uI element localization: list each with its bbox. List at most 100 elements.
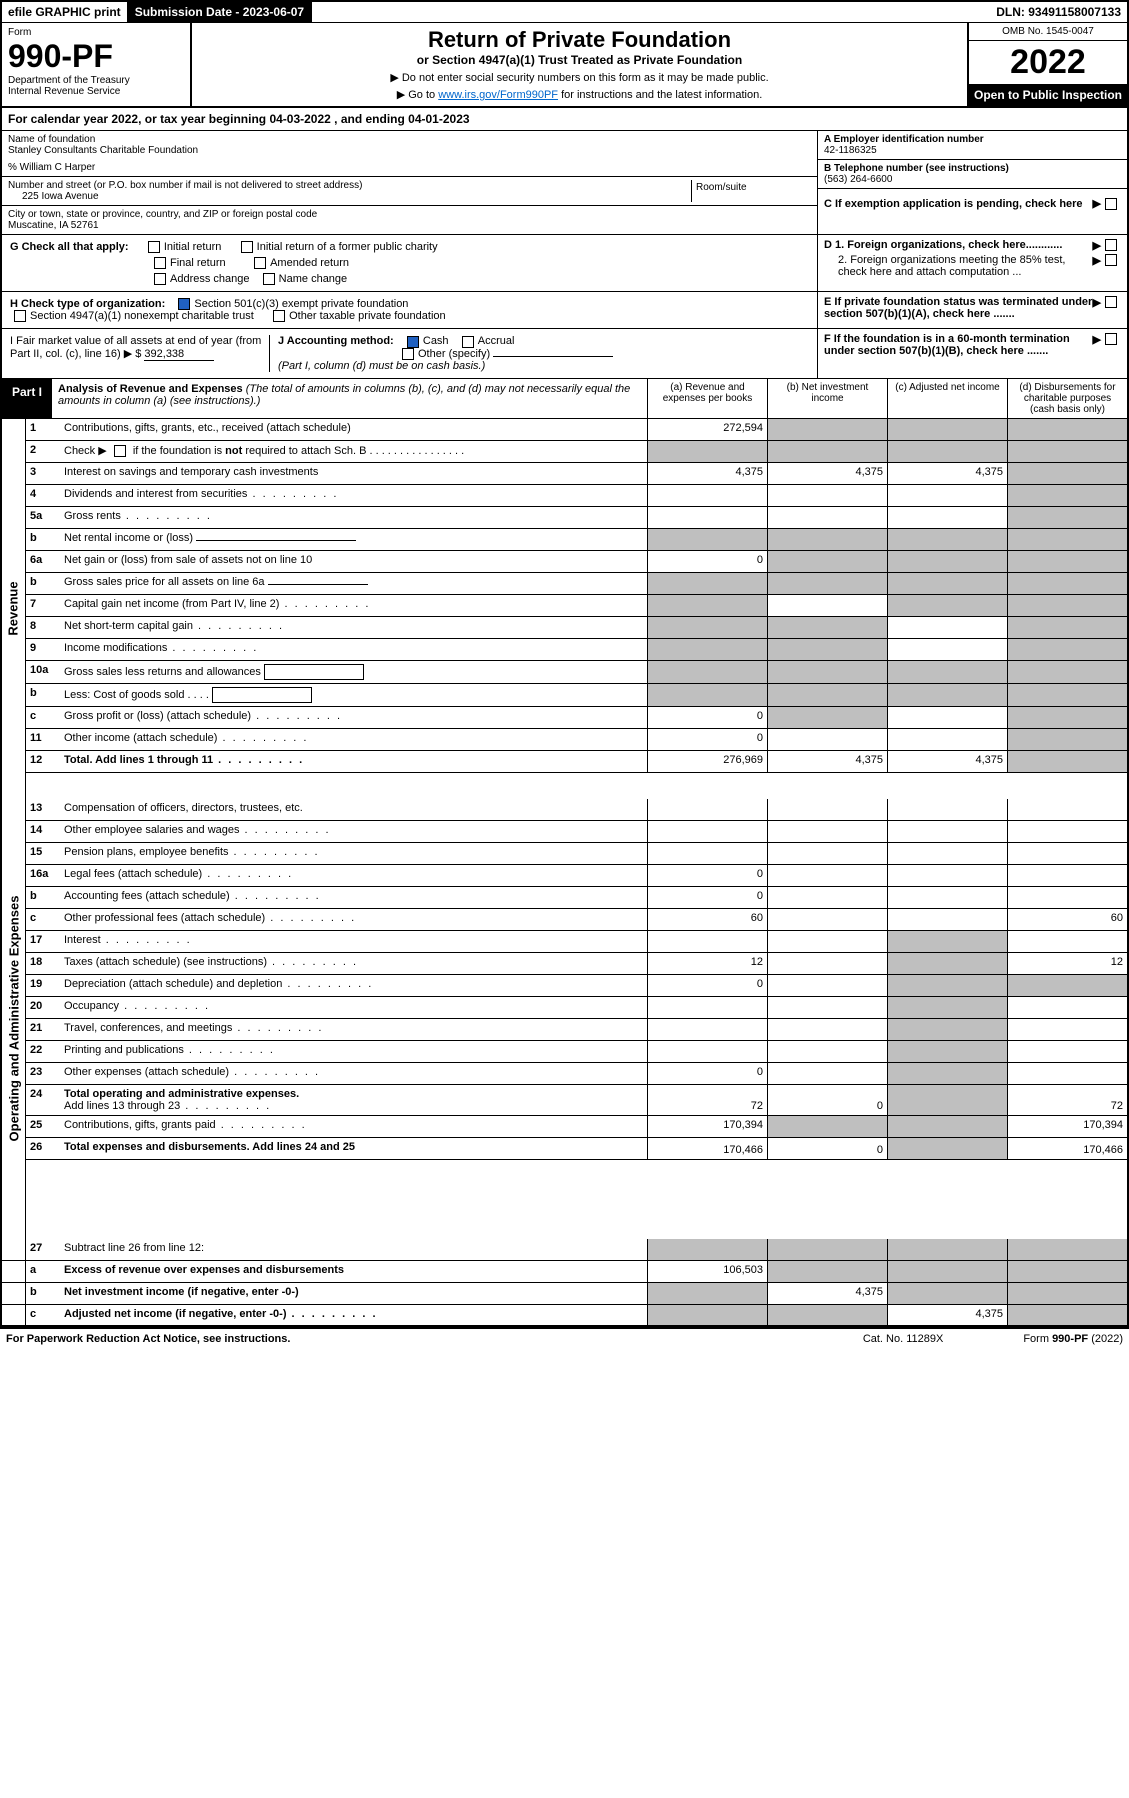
f-checkbox[interactable] [1105, 333, 1117, 345]
i-label: I Fair market value of all assets at end… [10, 335, 261, 360]
cell-b [767, 529, 887, 550]
cell-c [887, 485, 1007, 506]
j-note: (Part I, column (d) must be on cash basi… [278, 360, 809, 372]
e: E If private foundation status was termi… [824, 296, 1093, 320]
line-13: 13Compensation of officers, directors, t… [26, 799, 1127, 821]
cell-d [1007, 751, 1127, 772]
d2-checkbox[interactable] [1105, 254, 1117, 266]
cell-a [647, 507, 767, 528]
form990pf-link[interactable]: www.irs.gov/Form990PF [438, 89, 558, 101]
h2-checkbox[interactable] [14, 310, 26, 322]
g6: Name change [279, 273, 348, 285]
h2: Section 4947(a)(1) nonexempt charitable … [30, 310, 254, 322]
d1-checkbox[interactable] [1105, 239, 1117, 251]
cell-d [1007, 1041, 1127, 1062]
header: Form 990-PF Department of the Treasury I… [2, 23, 1127, 108]
g3-checkbox[interactable] [154, 257, 166, 269]
cell-d [1007, 485, 1127, 506]
j-line1: J Accounting method: Cash Accrual [278, 335, 809, 347]
city-block: City or town, state or province, country… [2, 206, 817, 234]
col-d: (d) Disbursements for charitable purpose… [1007, 379, 1127, 418]
l5b-field[interactable] [196, 540, 356, 541]
e-checkbox[interactable] [1105, 296, 1117, 308]
cell-d [1007, 799, 1127, 820]
desc: Other expenses (attach schedule) [60, 1063, 647, 1084]
revenue-lines: 1Contributions, gifts, grants, etc., rec… [26, 419, 1127, 799]
d2-row: 2. Foreign organizations meeting the 85%… [824, 254, 1121, 278]
h1: Section 501(c)(3) exempt private foundat… [194, 298, 408, 310]
g2-checkbox[interactable] [241, 241, 253, 253]
desc: Interest [60, 931, 647, 952]
l6b-field[interactable] [268, 584, 368, 585]
cell-a [647, 595, 767, 616]
num: 3 [26, 463, 60, 484]
j3-checkbox[interactable] [402, 348, 414, 360]
arrow-icon: ▶ [1093, 333, 1101, 357]
room-label: Room/suite [691, 180, 811, 202]
info-right-col: A Employer identification number 42-1186… [817, 131, 1127, 234]
g1-checkbox[interactable] [148, 241, 160, 253]
num: 5a [26, 507, 60, 528]
title3a: ▶ Do not enter social security numbers o… [196, 71, 963, 84]
cell-a: 276,969 [647, 751, 767, 772]
cell-c [887, 661, 1007, 683]
j2-checkbox[interactable] [462, 336, 474, 348]
cell-b [767, 729, 887, 750]
line-26: 26Total expenses and disbursements. Add … [26, 1138, 1127, 1160]
info-name-left: Name of foundation Stanley Consultants C… [2, 131, 817, 234]
dept2: Internal Revenue Service [8, 86, 184, 97]
cell-b [767, 551, 887, 572]
cell-b [767, 975, 887, 996]
desc: Adjusted net income (if negative, enter … [60, 1305, 647, 1325]
l2-checkbox[interactable] [114, 445, 126, 457]
line-10c: cGross profit or (loss) (attach schedule… [26, 707, 1127, 729]
desc: Less: Cost of goods sold . . . . [60, 684, 647, 706]
cell-a [647, 573, 767, 594]
h3-checkbox[interactable] [273, 310, 285, 322]
desc: Total. Add lines 1 through 11 [60, 751, 647, 772]
part1-label: Part I [2, 379, 52, 418]
j3-field[interactable] [493, 356, 613, 357]
l5b-text: Net rental income or (loss) [64, 532, 193, 544]
cell-d: 72 [1007, 1085, 1127, 1115]
cell-d [1007, 1261, 1127, 1282]
num: b [26, 529, 60, 550]
cell-a: 12 [647, 953, 767, 974]
g4-checkbox[interactable] [254, 257, 266, 269]
desc: Occupancy [60, 997, 647, 1018]
num: b [26, 1283, 60, 1304]
l10b-field[interactable] [212, 687, 312, 703]
desc: Other income (attach schedule) [60, 729, 647, 750]
spacer [2, 1239, 26, 1260]
g5-checkbox[interactable] [154, 273, 166, 285]
c-checkbox[interactable] [1105, 198, 1117, 210]
g-line1: G Check all that apply: Initial return I… [10, 241, 809, 253]
c-label: C If exemption application is pending, c… [824, 198, 1093, 210]
g-line3: Address change Name change [10, 273, 809, 285]
revenue-text: Revenue [6, 582, 21, 636]
cell-b [767, 1063, 887, 1084]
desc: Total expenses and disbursements. Add li… [60, 1138, 647, 1159]
cell-b [767, 799, 887, 820]
cell-d [1007, 529, 1127, 550]
col-b: (b) Net investment income [767, 379, 887, 418]
cell-a [647, 639, 767, 660]
num: 25 [26, 1116, 60, 1137]
line-27c: cAdjusted net income (if negative, enter… [2, 1305, 1127, 1327]
cell-d [1007, 573, 1127, 594]
cell-d [1007, 1063, 1127, 1084]
num: c [26, 1305, 60, 1325]
h1-checkbox[interactable] [178, 298, 190, 310]
num: 9 [26, 639, 60, 660]
cell-c [887, 1261, 1007, 1282]
line-5a: 5aGross rents [26, 507, 1127, 529]
title3c: for instructions and the latest informat… [561, 89, 762, 101]
city-label: City or town, state or province, country… [8, 209, 811, 220]
line-4: 4Dividends and interest from securities [26, 485, 1127, 507]
footer-left: For Paperwork Reduction Act Notice, see … [6, 1333, 863, 1345]
cell-d [1007, 997, 1127, 1018]
g6-checkbox[interactable] [263, 273, 275, 285]
h3: Other taxable private foundation [289, 310, 446, 322]
l10a-field[interactable] [264, 664, 364, 680]
j1-checkbox[interactable] [407, 336, 419, 348]
